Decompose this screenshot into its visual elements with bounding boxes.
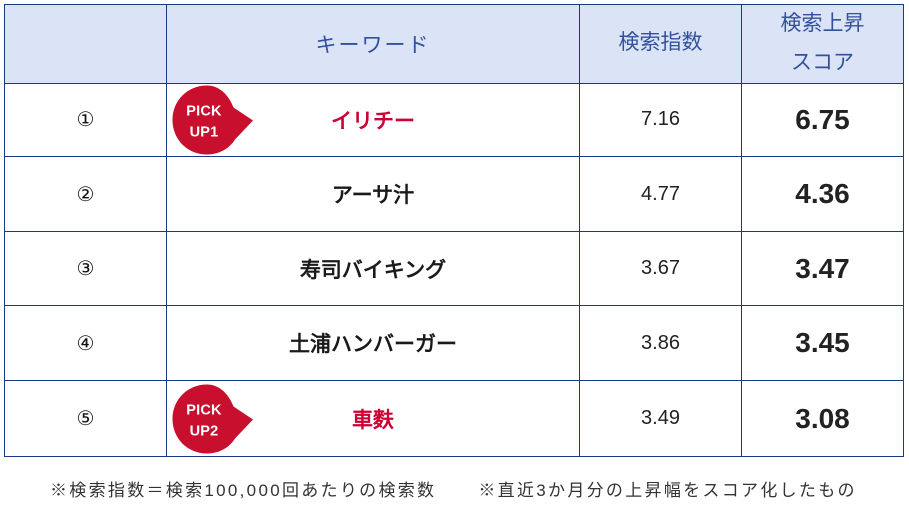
svg-text:PICK: PICK [186, 402, 222, 418]
svg-text:UP2: UP2 [190, 423, 219, 439]
svg-text:UP1: UP1 [190, 124, 219, 140]
svg-text:PICK: PICK [186, 103, 222, 119]
